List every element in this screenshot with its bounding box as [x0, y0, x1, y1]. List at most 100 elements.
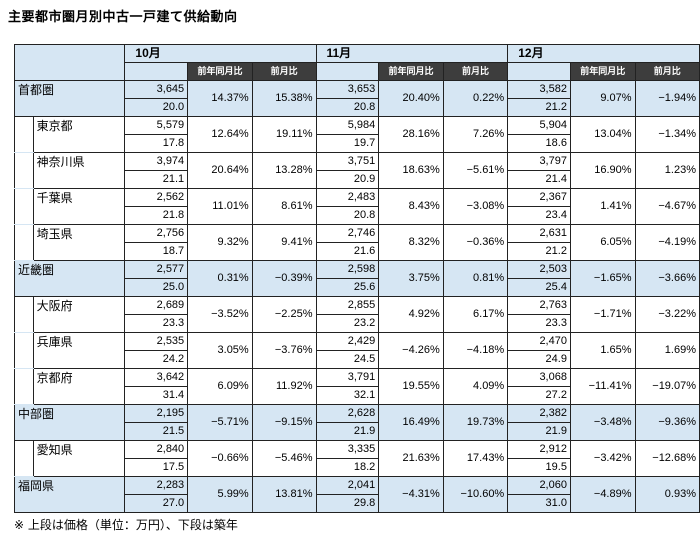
row-label: 兵庫県 [32, 332, 126, 369]
mom-cell: −12.68% [634, 440, 700, 477]
age-cell: 23.3 [124, 314, 189, 333]
table-row: 千葉県 2,562 11.01% 8.61% 2,483 8.43% −3.08% 2,367… [14, 188, 700, 225]
yoy-cell: 9.32% [187, 224, 253, 261]
table-row: 18.7 21.6 21.2 [15, 242, 700, 261]
price-cell: 2,503 [507, 260, 571, 279]
yoy-cell: 6.09% [187, 368, 253, 405]
age-cell: 32.1 [315, 386, 380, 405]
month-header: 10月 [124, 44, 317, 63]
age-cell: 25.0 [124, 278, 189, 297]
age-cell: 23.2 [315, 314, 380, 333]
table-row: 東京都 5,579 12.64% 19.11% 5,984 28.16% 7.26% 5,90… [14, 116, 700, 153]
yoy-cell: 20.40% [378, 80, 444, 117]
table-row: 24.2 24.5 24.9 [15, 350, 700, 369]
mom-cell: 6.17% [442, 296, 509, 333]
price-cell: 2,483 [315, 188, 380, 207]
table-row: 大阪府 2,689 −3.52% −2.25% 2,855 4.92% 6.17% 2,763… [14, 296, 700, 333]
mom-cell: 13.28% [251, 152, 317, 189]
age-cell: 21.6 [315, 242, 380, 261]
mom-cell: 15.38% [251, 80, 317, 117]
age-cell: 31.0 [507, 494, 571, 513]
table-row: 31.4 32.1 27.2 [15, 386, 700, 405]
price-cell: 2,283 [124, 476, 189, 495]
age-cell: 21.8 [124, 206, 189, 225]
indent-cell [14, 188, 34, 225]
mom-cell: 0.22% [442, 80, 509, 117]
footnote: ※ 上段は価格（単位：万円）、下段は築年 [14, 518, 238, 532]
mom-header: 前月比 [634, 62, 700, 81]
price-header-blank [315, 62, 380, 81]
indent-cell [14, 116, 34, 153]
price-cell: 2,382 [507, 404, 571, 423]
table-row: 埼玉県 2,756 9.32% 9.41% 2,746 8.32% −0.36% 2,631 6… [14, 224, 700, 261]
yoy-cell: 5.99% [187, 476, 253, 513]
price-cell: 2,367 [507, 188, 571, 207]
age-cell: 20.0 [124, 98, 189, 117]
yoy-cell: −3.48% [569, 404, 636, 441]
age-cell: 24.5 [315, 350, 380, 369]
header-row-months: 10月 11月 12月 [13, 44, 700, 81]
yoy-cell: 28.16% [378, 116, 444, 153]
yoy-cell: 3.75% [378, 260, 444, 297]
table-row: 神奈川県 3,974 20.64% 13.28% 3,751 18.63% −5.61% 3,… [14, 152, 700, 189]
price-cell: 2,746 [315, 224, 380, 243]
row-label: 埼玉県 [32, 224, 126, 261]
yoy-cell: 1.65% [569, 332, 636, 369]
age-cell: 21.9 [315, 422, 380, 441]
table-row: 愛知県 2,840 −0.66% −5.46% 3,335 21.63% 17.43% 2,9… [14, 440, 700, 477]
yoy-header: 前年同月比 [187, 62, 253, 81]
mom-cell: −3.08% [442, 188, 509, 225]
month-header: 12月 [507, 44, 700, 63]
price-cell: 2,577 [124, 260, 189, 279]
mom-cell: 19.11% [251, 116, 317, 153]
table-row: 21.8 20.8 23.4 [15, 206, 700, 225]
mom-cell: −10.60% [442, 476, 509, 513]
price-cell: 3,645 [124, 80, 189, 99]
mom-cell: 13.81% [251, 476, 317, 513]
age-cell: 21.2 [507, 98, 571, 117]
yoy-cell: −5.71% [187, 404, 253, 441]
age-cell: 18.6 [507, 134, 571, 153]
mom-cell: 9.41% [251, 224, 317, 261]
indent-cell [14, 296, 34, 333]
yoy-cell: −4.26% [378, 332, 444, 369]
row-label: 大阪府 [32, 296, 126, 333]
mom-cell: −1.94% [634, 80, 700, 117]
mom-cell: 17.43% [442, 440, 509, 477]
yoy-cell: 1.41% [569, 188, 636, 225]
table-row: 25.0 25.6 25.4 [15, 278, 700, 297]
mom-cell: 0.93% [634, 476, 700, 513]
mom-header: 前月比 [442, 62, 509, 81]
row-label: 中部圏 [13, 404, 126, 441]
age-cell: 25.6 [315, 278, 380, 297]
mom-cell: −3.76% [251, 332, 317, 369]
yoy-cell: −1.65% [569, 260, 636, 297]
age-cell: 21.5 [124, 422, 189, 441]
age-cell: 23.3 [507, 314, 571, 333]
mom-cell: −0.36% [442, 224, 509, 261]
age-cell: 21.2 [507, 242, 571, 261]
month-header: 11月 [315, 44, 509, 63]
page-title: 主要都市圏月別中古一戸建て供給動向 [8, 10, 238, 25]
header-corner [13, 44, 126, 81]
price-cell: 2,429 [315, 332, 380, 351]
age-cell: 21.9 [507, 422, 571, 441]
table-row: 兵庫県 2,535 3.05% −3.76% 2,429 −4.26% −4.18% 2,47… [14, 332, 700, 369]
price-cell: 2,763 [507, 296, 571, 315]
table-row: 21.1 20.9 21.4 [15, 170, 700, 189]
mom-cell: −5.61% [442, 152, 509, 189]
price-cell: 3,791 [315, 368, 380, 387]
yoy-cell: −0.66% [187, 440, 253, 477]
price-cell: 3,068 [507, 368, 571, 387]
price-cell: 3,797 [507, 152, 571, 171]
mom-cell: 1.23% [634, 152, 700, 189]
table-row: 17.8 19.7 18.6 [15, 134, 700, 153]
row-label: 京都府 [32, 368, 126, 405]
yoy-cell: 3.05% [187, 332, 253, 369]
row-label: 千葉県 [32, 188, 126, 225]
table-row: 近畿圏 2,577 0.31% −0.39% 2,598 3.75% 0.81% 2,503−… [13, 260, 700, 297]
yoy-cell: −3.42% [569, 440, 636, 477]
mom-cell: 11.92% [251, 368, 317, 405]
row-label: 東京都 [32, 116, 126, 153]
mom-cell: −4.18% [442, 332, 509, 369]
